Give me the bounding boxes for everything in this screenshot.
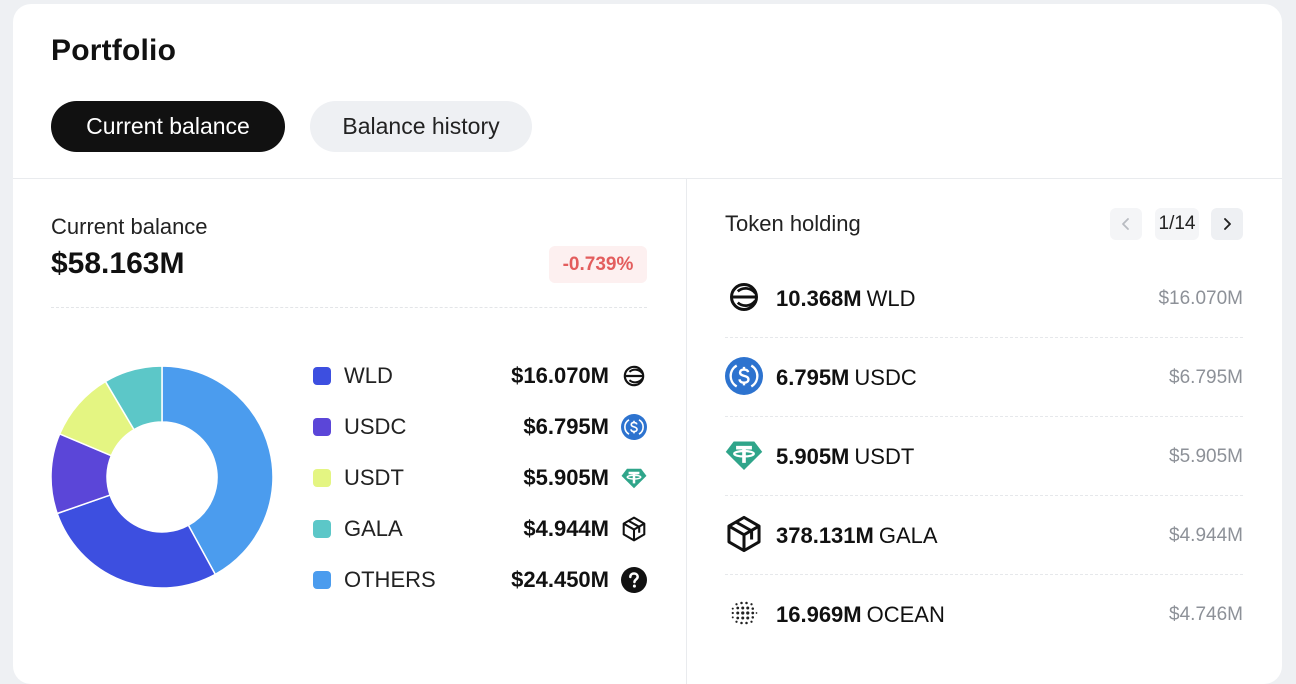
allocation-donut-chart <box>51 366 273 588</box>
donut-slice-wld[interactable] <box>56 494 217 588</box>
usdc-icon <box>621 414 647 440</box>
legend-value: $6.795M <box>523 414 609 439</box>
amount-value: 5.905M <box>776 444 850 469</box>
allocation-legend: WLD $16.070M USDC $6.795M USDT $5.905M G… <box>313 360 647 615</box>
holding-row-gala[interactable]: 378.131M GALA $4.944M <box>725 496 1243 575</box>
pager-next-button[interactable] <box>1211 208 1243 240</box>
legend-item-gala: GALA $4.944M <box>313 513 647 564</box>
header-divider <box>13 178 1282 179</box>
amount-value: 16.969M <box>776 602 862 627</box>
portfolio-card: Portfolio Current balance Balance histor… <box>13 4 1282 684</box>
amount-value: 10.368M <box>776 286 862 311</box>
legend-name: USDC <box>344 414 407 439</box>
tab-current-balance[interactable]: Current balance <box>51 101 285 152</box>
token-symbol: USDC <box>854 365 917 390</box>
amount-value: 6.795M <box>776 365 850 390</box>
token-symbol: GALA <box>878 523 938 548</box>
legend-item-wld: WLD $16.070M <box>313 360 647 411</box>
holding-value: $16.070M <box>1158 288 1243 309</box>
legend-item-others: OTHERS $24.450M <box>313 564 647 615</box>
token-holding-title: Token holding <box>725 211 861 236</box>
change-badge: -0.739% <box>549 246 647 283</box>
others-swatch <box>313 571 331 589</box>
legend-value: $5.905M <box>523 465 609 490</box>
gala-icon <box>621 516 647 542</box>
legend-value: $16.070M <box>511 363 609 388</box>
tether-icon <box>621 465 647 491</box>
legend-item-usdc: USDC $6.795M <box>313 411 647 462</box>
holding-value: $5.905M <box>1169 446 1243 467</box>
donut-slice-gala[interactable] <box>104 366 163 431</box>
holding-row-usdt[interactable]: 5.905M USDT $5.905M <box>725 417 1243 496</box>
holding-row-usdc[interactable]: 6.795M USDC $6.795M <box>725 338 1243 417</box>
holding-row-wld[interactable]: 10.368M WLD $16.070M <box>725 259 1243 338</box>
usdc-icon <box>725 357 763 395</box>
holding-value: $4.944M <box>1169 525 1243 546</box>
legend-value: $4.944M <box>523 516 609 541</box>
gala-icon <box>725 515 763 553</box>
legend-name: WLD <box>344 363 393 388</box>
question-icon <box>621 567 647 593</box>
chevron-left-icon <box>1122 218 1129 230</box>
page-title: Portfolio <box>51 34 177 67</box>
ocean-icon <box>729 598 759 628</box>
chevron-right-icon <box>1224 218 1231 230</box>
amount-value: 378.131M <box>776 523 874 548</box>
tether-icon <box>725 436 763 474</box>
legend-value: $24.450M <box>511 567 609 592</box>
donut-slice-others[interactable] <box>161 366 273 576</box>
tab-balance-history[interactable]: Balance history <box>310 101 532 152</box>
holding-value: $6.795M <box>1169 367 1243 388</box>
holding-row-ocean[interactable]: 16.969M OCEAN $4.746M <box>725 575 1243 653</box>
holding-value: $4.746M <box>1169 604 1243 625</box>
page-indicator: 1/14 <box>1155 208 1199 240</box>
holding-amount: 378.131M GALA <box>776 523 938 549</box>
worldcoin-icon <box>729 282 759 312</box>
panel-divider <box>686 179 687 684</box>
pager-prev-button[interactable] <box>1110 208 1142 240</box>
wld-swatch <box>313 367 331 385</box>
legend-name: GALA <box>344 516 403 541</box>
token-symbol: WLD <box>866 286 916 311</box>
holding-amount: 16.969M OCEAN <box>776 602 945 628</box>
worldcoin-icon <box>623 365 645 387</box>
token-symbol: USDT <box>854 444 915 469</box>
token-holding-list: 10.368M WLD $16.070M 6.795M USDC $6.795M 5… <box>725 259 1243 653</box>
balance-label: Current balance <box>51 214 208 239</box>
usdc-swatch <box>313 418 331 436</box>
legend-item-usdt: USDT $5.905M <box>313 462 647 513</box>
legend-name: OTHERS <box>344 567 436 592</box>
usdt-swatch <box>313 469 331 487</box>
gala-swatch <box>313 520 331 538</box>
legend-name: USDT <box>344 465 404 490</box>
holding-amount: 10.368M WLD <box>776 286 916 312</box>
token-symbol: OCEAN <box>866 602 945 627</box>
balance-divider <box>51 307 647 308</box>
holding-amount: 6.795M USDC <box>776 365 917 391</box>
balance-value: $58.163M <box>51 247 185 280</box>
holding-amount: 5.905M USDT <box>776 444 914 470</box>
